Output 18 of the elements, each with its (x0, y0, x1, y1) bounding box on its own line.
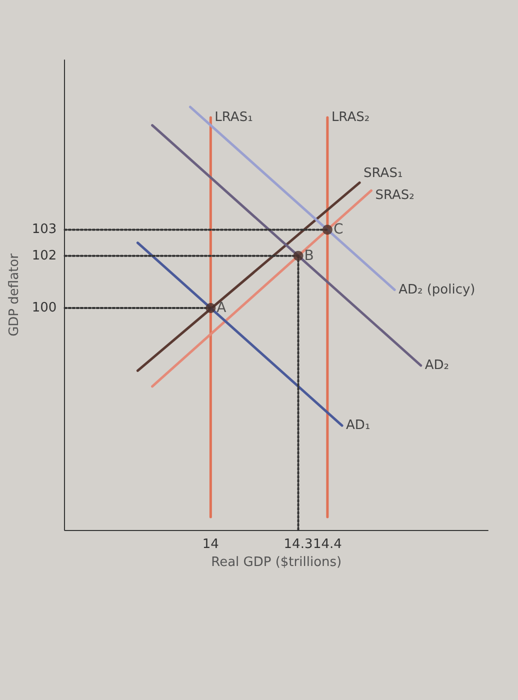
annotation: C (333, 222, 344, 238)
y-tick-label: 103 (32, 222, 57, 238)
series-label: AD₂ (policy) (398, 282, 476, 298)
y-tick-label: 102 (32, 248, 57, 264)
annotation: B (304, 248, 314, 264)
series-label: AD₁ (346, 418, 370, 434)
y-tick-label: 100 (32, 300, 57, 316)
x-tick-label: 14.4 (312, 537, 342, 552)
series-label: AD₂ (424, 358, 449, 373)
series-label: SRAS₂ (375, 188, 414, 204)
series-label: SRAS₁ (364, 166, 403, 182)
x-axis-title: Real GDP ($trillions) (211, 555, 342, 570)
series-label: LRAS₂ (331, 110, 370, 125)
y-axis-title: GDP deflator (7, 252, 22, 336)
x-tick-label: 14.3 (284, 537, 313, 552)
annotation: A (216, 300, 227, 316)
x-tick-label: 14 (202, 537, 219, 552)
series-label: LRAS₁ (214, 110, 253, 125)
